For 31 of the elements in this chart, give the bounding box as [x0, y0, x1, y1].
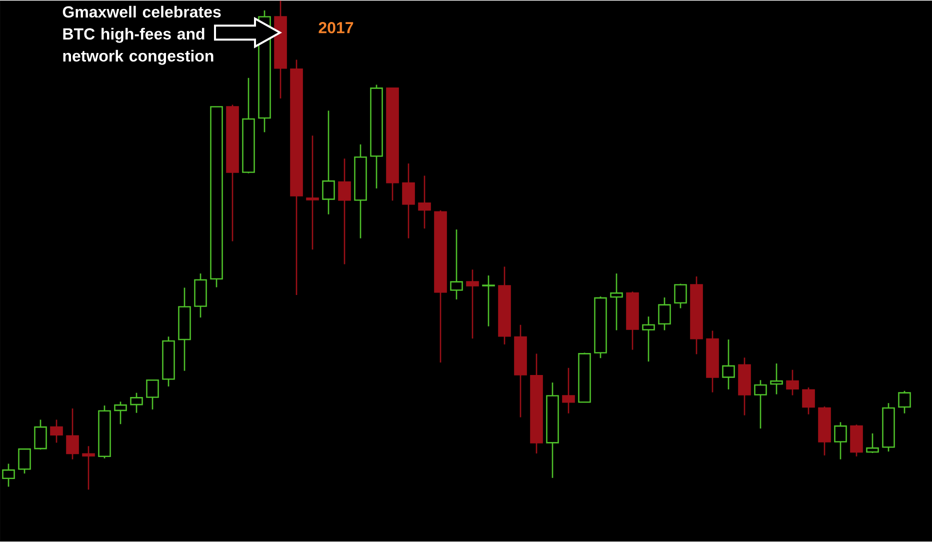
candlestick	[898, 390, 911, 414]
candlestick	[610, 273, 623, 332]
candlestick	[402, 163, 415, 240]
candlestick	[306, 135, 319, 250]
candlestick	[754, 380, 767, 430]
candlestick	[18, 448, 31, 474]
candlestick	[50, 419, 63, 444]
candlestick	[418, 175, 431, 230]
annotation: 2017	[318, 22, 354, 34]
candlestick	[82, 446, 95, 490]
annotation: Gmaxwell celebrates BTC high-fees and network congestion	[62, 6, 221, 65]
candlestick	[786, 369, 799, 396]
candlestick	[66, 408, 79, 460]
candlestick	[466, 269, 479, 340]
candlestick	[834, 422, 847, 460]
candlestick	[450, 229, 463, 300]
candlestick	[322, 110, 335, 216]
candlestick	[802, 386, 815, 416]
candlestick	[146, 380, 159, 410]
candlestick	[114, 401, 127, 425]
candlestick	[562, 367, 575, 414]
candlestick	[338, 158, 351, 266]
candlestick	[482, 274, 495, 328]
candlestick	[770, 363, 783, 396]
candlestick	[34, 419, 47, 450]
candlestick	[866, 432, 879, 454]
candlestick	[722, 339, 735, 390]
candlestick	[130, 392, 143, 414]
candlestick	[642, 316, 655, 362]
candlestick	[658, 296, 671, 332]
candlestick	[674, 283, 687, 310]
